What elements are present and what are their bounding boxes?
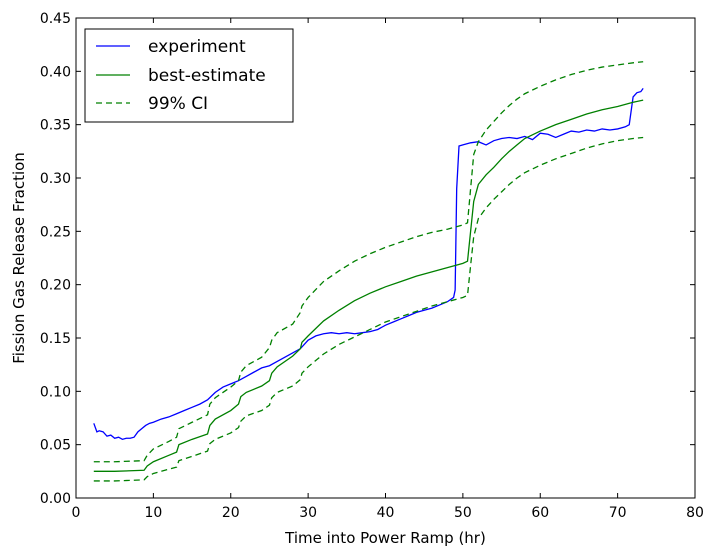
- y-tick-label: 0.35: [40, 118, 71, 134]
- y-tick-label: 0.00: [40, 491, 71, 507]
- series-line-99-ci: [93, 61, 644, 463]
- legend-label-best-estimate: best-estimate: [148, 66, 266, 86]
- series-line-experiment: [93, 88, 644, 441]
- x-axis-label: Time into Power Ramp (hr): [284, 529, 486, 547]
- y-tick-label: 0.40: [40, 64, 71, 80]
- y-tick-label: 0.20: [40, 278, 71, 294]
- axis-ticks: 0 10 20 30 40 50 60 70 80 0.00 0.05 0.10 0.15 0.20 0.2…: [40, 11, 704, 521]
- plot-lines: [93, 61, 644, 482]
- series-line-best-estimate: [93, 99, 644, 472]
- x-tick-label: 80: [686, 505, 704, 521]
- series-line-ci-lower: [93, 136, 644, 482]
- x-tick-label: 10: [144, 505, 162, 521]
- y-tick-label: 0.05: [40, 438, 71, 454]
- y-tick-label: 0.30: [40, 171, 71, 187]
- legend: experiment best-estimate 99% CI: [84, 28, 294, 123]
- x-tick-label: 0: [72, 505, 81, 521]
- x-tick-label: 20: [222, 505, 240, 521]
- x-tick-label: 40: [377, 505, 395, 521]
- y-axis-label: Fission Gas Release Fraction: [10, 152, 28, 364]
- x-tick-label: 50: [454, 505, 472, 521]
- x-tick-label: 30: [299, 505, 317, 521]
- y-tick-label: 0.45: [40, 11, 71, 27]
- x-tick-label: 70: [609, 505, 627, 521]
- y-tick-label: 0.25: [40, 224, 71, 240]
- legend-label-99-ci: 99% CI: [148, 94, 208, 114]
- x-tick-label: 60: [531, 505, 549, 521]
- y-tick-label: 0.15: [40, 331, 71, 347]
- y-tick-label: 0.10: [40, 384, 71, 400]
- legend-label-experiment: experiment: [148, 37, 246, 57]
